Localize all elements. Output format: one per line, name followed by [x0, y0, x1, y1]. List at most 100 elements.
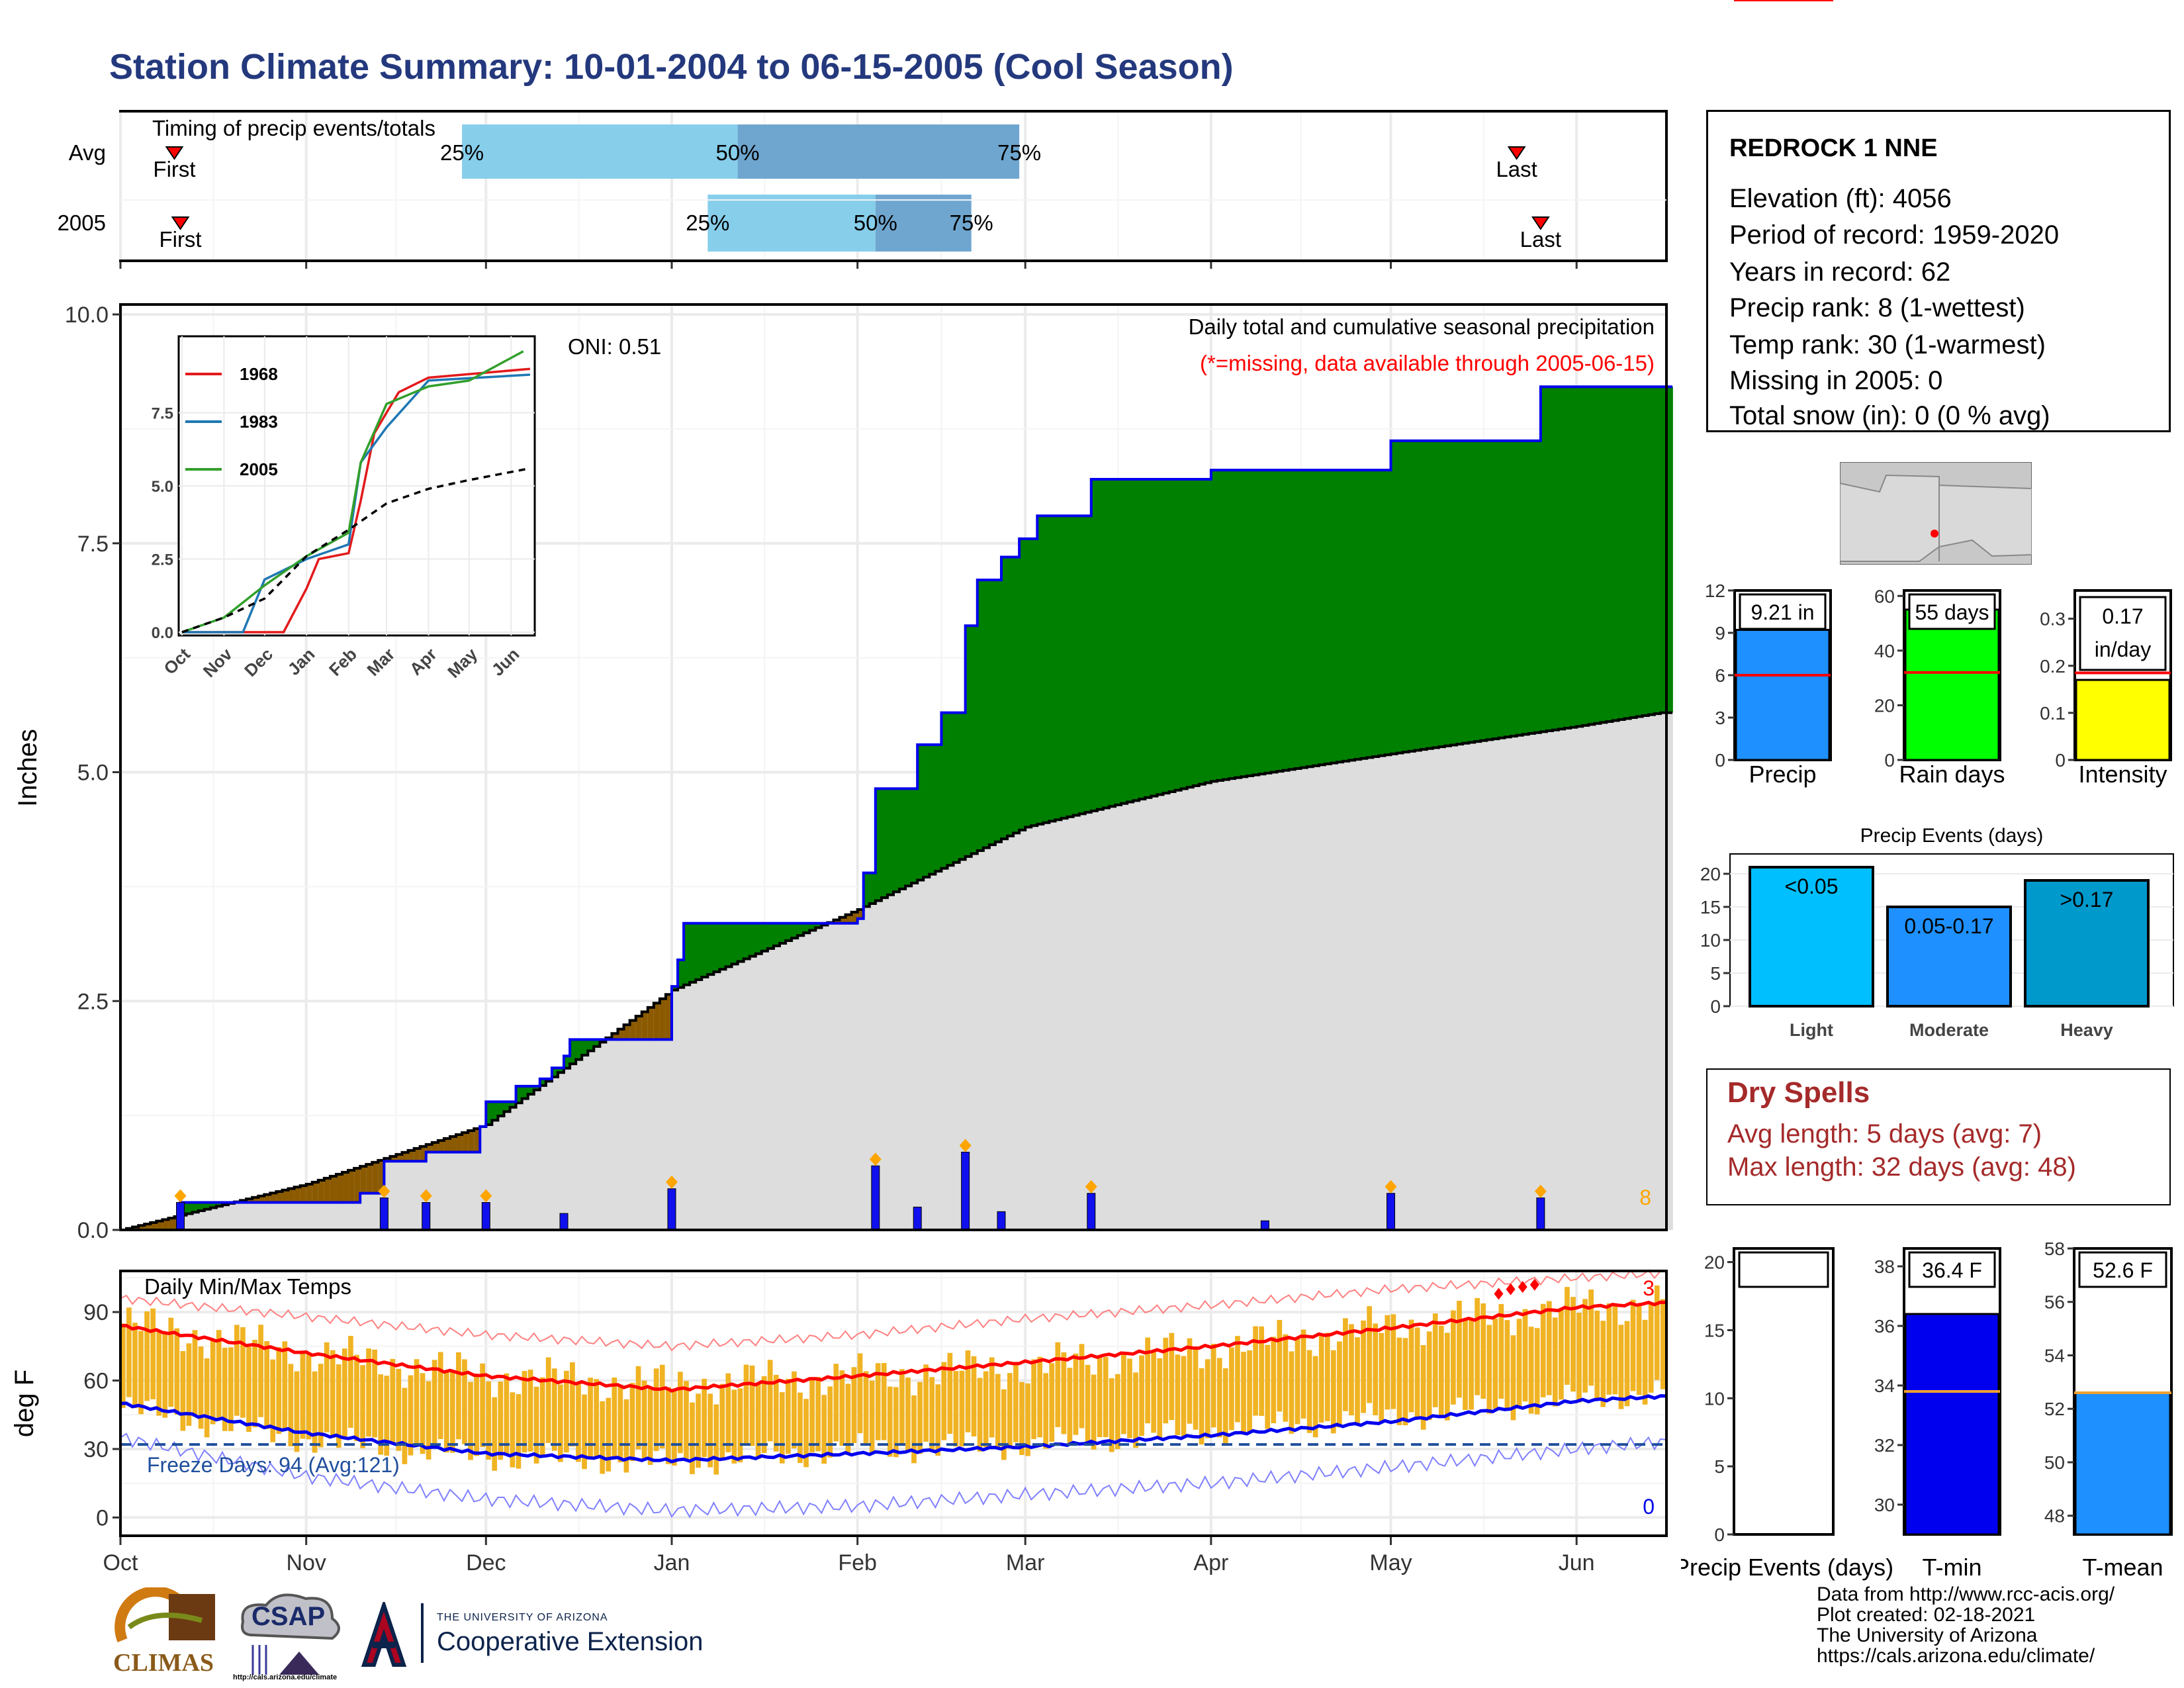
temp-count-high: 3: [1643, 1276, 1655, 1300]
month-label-may: May: [1369, 1550, 1412, 1575]
daily-temp-bar: [941, 1362, 947, 1440]
above-avg-fill: [1396, 440, 1404, 753]
daily-temp-bar: [1618, 1325, 1624, 1409]
above-avg-fill: [983, 580, 990, 848]
last-marker-Avg: [1507, 146, 1526, 160]
daily-temp-bar: [653, 1368, 659, 1452]
daily-temp-bar: [917, 1382, 923, 1454]
daily-temp-bar: [1528, 1327, 1534, 1414]
above-avg-fill: [971, 626, 978, 854]
daily-temp-bar: [1277, 1319, 1283, 1412]
avg-fill: [276, 1192, 283, 1230]
avg-fill: [1540, 731, 1547, 1230]
avg-fill: [923, 877, 931, 1230]
daily-temp-bar: [863, 1371, 869, 1446]
above-avg-fill: [1612, 387, 1619, 721]
daily-temp-bar: [516, 1394, 522, 1469]
daily-temp-bar: [204, 1358, 210, 1438]
avg-fill: [1163, 793, 1170, 1230]
daily-temp-bar: [408, 1375, 414, 1456]
above-avg-fill: [1073, 516, 1080, 816]
daily-temp-bar: [402, 1387, 408, 1464]
below-avg-fill: [851, 912, 858, 923]
avg-fill: [557, 1072, 565, 1230]
avg-fill: [1157, 794, 1164, 1230]
summary-value-label: 36.4 F: [1922, 1258, 1982, 1282]
month-label-oct: Oct: [103, 1550, 138, 1575]
cumulative-2005-line: [120, 385, 1673, 1231]
avg-fill: [629, 1020, 637, 1230]
daily-temp-bar: [851, 1367, 857, 1443]
daily-temp-bar: [995, 1374, 1001, 1450]
above-avg-fill: [678, 960, 684, 988]
daily-temp-bar: [1552, 1317, 1558, 1407]
below-avg-fill: [132, 1227, 139, 1230]
daily-temp-bar: [1534, 1328, 1540, 1415]
temp-count-low: 0: [1643, 1495, 1655, 1519]
daily-temp-bar: [336, 1364, 341, 1448]
above-avg-fill: [1630, 387, 1637, 718]
daily-temp-bar: [1193, 1346, 1199, 1430]
inset-legend: 1968 1983 2005: [185, 364, 278, 479]
above-avg-fill: [1648, 387, 1655, 715]
daily-temp-bar: [443, 1371, 449, 1453]
precip-y-axis: 0.0 2.5 5.0 7.5 10.0: [65, 303, 120, 1243]
below-avg-fill: [617, 1029, 625, 1040]
avg-fill: [551, 1076, 559, 1230]
daily-temp-bar: [953, 1371, 959, 1447]
daily-temp-bar: [1361, 1320, 1366, 1413]
above-avg-fill: [1355, 470, 1362, 760]
daily-temp-bar: [684, 1381, 689, 1460]
daily-temp-bar: [1163, 1337, 1169, 1424]
daily-temp-bar: [1019, 1382, 1024, 1456]
above-avg-fill: [1187, 479, 1194, 788]
summary-label-precip events (days): Precip Events (days): [1681, 1554, 1893, 1581]
daily-temp-bar: [533, 1386, 539, 1464]
month-label-jan: Jan: [654, 1550, 690, 1575]
above-avg-fill: [1390, 440, 1398, 754]
avg-fill: [1444, 745, 1451, 1230]
above-avg-fill: [1019, 538, 1026, 830]
avg-fill: [941, 868, 948, 1230]
daily-temp-bar: [1367, 1306, 1372, 1403]
daily-precip-bar: [481, 1202, 490, 1231]
below-avg-fill: [162, 1219, 169, 1230]
above-avg-fill: [899, 788, 906, 889]
above-avg-fill: [1414, 440, 1422, 751]
daily-temp-bar: [1271, 1336, 1277, 1424]
csap-logo-text: CSAP: [251, 1602, 326, 1631]
daily-temp-bar: [312, 1371, 318, 1453]
avg-fill: [1570, 727, 1577, 1230]
summary-value-box: [1908, 1251, 1996, 1288]
summary-label-rain days: Rain days: [1899, 761, 2005, 788]
avg-fill: [1055, 820, 1062, 1230]
avg-fill: [905, 886, 912, 1230]
above-avg-fill: [510, 1102, 517, 1107]
daily-temp-bar: [929, 1377, 935, 1451]
avg-fill: [1193, 786, 1200, 1230]
daily-temp-bar: [486, 1381, 492, 1460]
heavy-event-marker: [1534, 1184, 1547, 1198]
above-avg-fill: [504, 1102, 511, 1112]
below-avg-fill: [282, 1190, 289, 1203]
above-avg-fill: [749, 923, 756, 957]
daily-temp-bar: [1475, 1297, 1480, 1395]
above-avg-fill: [1540, 387, 1547, 732]
precip-subtitle: (*=missing, data available through 2005-…: [1200, 351, 1655, 375]
avg-fill: [786, 941, 792, 1230]
above-avg-fill: [1636, 387, 1643, 717]
avg-fill: [1486, 739, 1494, 1230]
summary-value-label: 55 days: [1915, 600, 1989, 624]
daily-temp-bar: [617, 1384, 623, 1463]
below-avg-fill: [258, 1196, 265, 1203]
above-avg-fill: [1241, 470, 1248, 777]
above-avg-fill: [1576, 387, 1584, 727]
avg-fill: [773, 945, 780, 1230]
summary-value-box: [1908, 593, 1996, 630]
avg-fill: [965, 856, 972, 1230]
above-avg-fill: [1312, 470, 1320, 766]
avg-fill: [570, 1064, 576, 1230]
daily-temp-bar: [1133, 1372, 1138, 1448]
above-avg-fill: [516, 1086, 523, 1103]
avg-min-line: [120, 1394, 1667, 1464]
